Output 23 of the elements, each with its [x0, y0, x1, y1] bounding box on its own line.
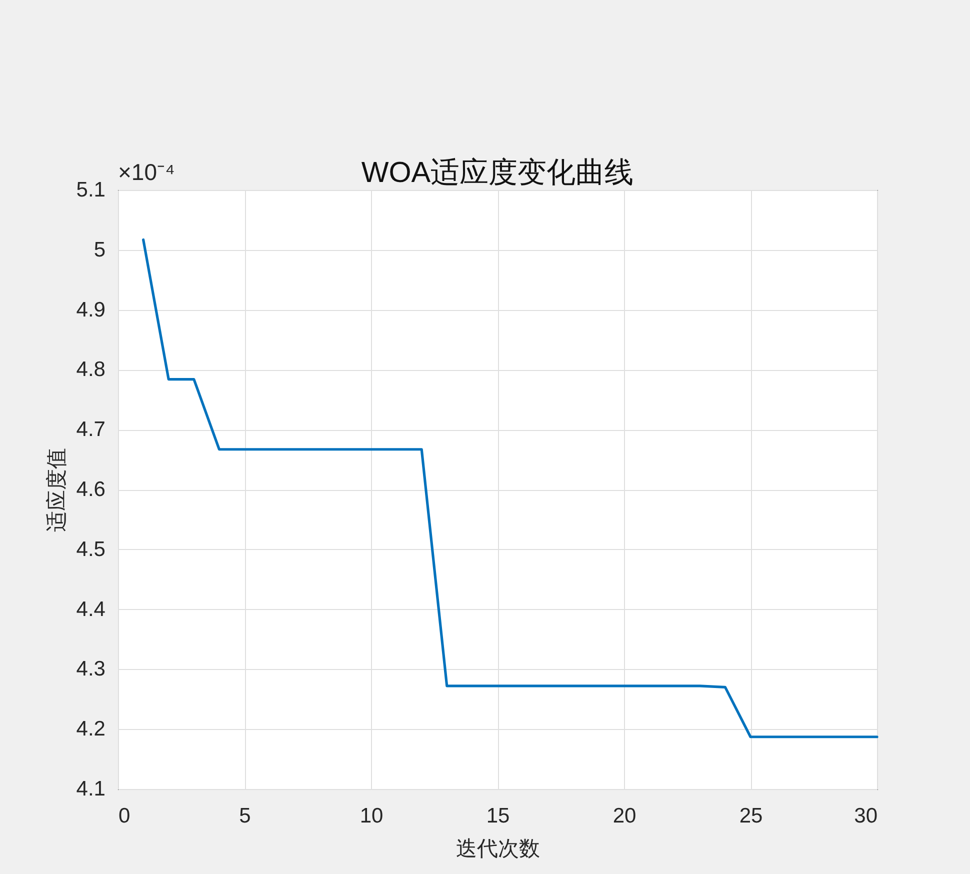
x-tick-label: 0: [118, 804, 130, 828]
text: ×10⁻⁴: [118, 159, 175, 185]
y-tick-label: 4.6: [76, 478, 106, 501]
y-tick-label: 5.1: [76, 178, 106, 202]
y-tick-label: 4.5: [76, 538, 106, 561]
y-tick-label: 4.7: [76, 418, 106, 442]
x-tick-label: 15: [486, 804, 510, 828]
y-tick-label: 4.2: [76, 718, 106, 741]
y-axis-title: 适应度值: [44, 448, 68, 532]
y-tick-label: 4.3: [76, 658, 106, 681]
x-tick-label: 20: [612, 804, 636, 828]
y-tick-label: 4.8: [76, 358, 106, 382]
x-tick-label: 5: [239, 804, 251, 828]
y-tick-label: 4.9: [76, 298, 106, 322]
y-tick-label: 5: [94, 238, 106, 262]
x-tick-label: 25: [739, 804, 763, 828]
y-tick-label: 4.4: [76, 598, 106, 621]
x-axis-title: 迭代次数: [456, 836, 540, 860]
y-tick-label: 4.1: [76, 778, 106, 800]
x-tick-label: 30: [854, 804, 878, 828]
chart-title: WOA适应度变化曲线: [361, 157, 634, 189]
x-tick-label: 10: [360, 804, 384, 828]
line-series: [142, 238, 878, 738]
